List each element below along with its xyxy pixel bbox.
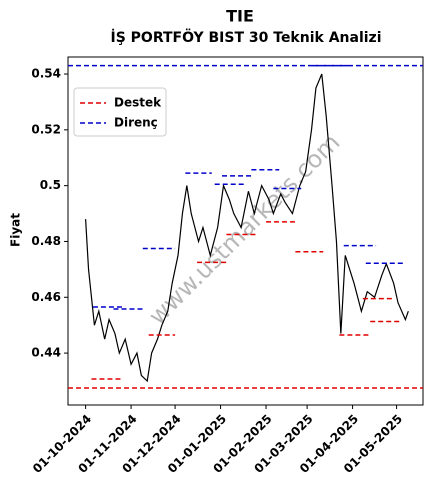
plot-frame bbox=[67, 56, 424, 406]
chart-title: TIE bbox=[226, 7, 254, 26]
chart-subtitle: İŞ PORTFÖY BIST 30 Teknik Analizi bbox=[111, 28, 382, 46]
y-tick-label: 0.5 bbox=[40, 178, 61, 192]
price-line bbox=[85, 73, 409, 383]
legend-label: Direnç bbox=[114, 116, 158, 130]
y-tick-label: 0.46 bbox=[31, 290, 61, 304]
y-axis-label: Fiyat bbox=[9, 213, 23, 247]
legend-box bbox=[73, 87, 167, 137]
y-tick-label: 0.52 bbox=[31, 122, 61, 136]
watermark: www.ustmarkets.com bbox=[143, 128, 345, 330]
y-tick-label: 0.54 bbox=[31, 67, 61, 81]
y-tick-label: 0.44 bbox=[31, 346, 61, 360]
y-tick-label: 0.48 bbox=[31, 234, 61, 248]
legend-label: Destek bbox=[114, 96, 162, 110]
